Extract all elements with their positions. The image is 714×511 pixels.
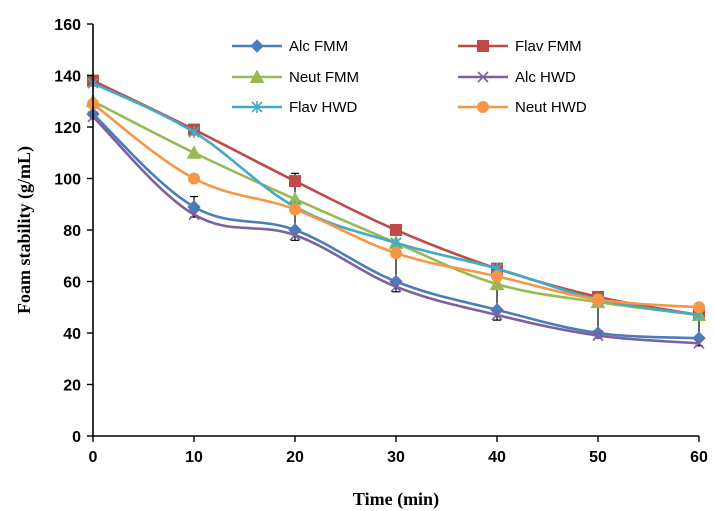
data-point-neut-fmm (489, 276, 505, 291)
x-tick-label: 30 (387, 449, 405, 466)
legend-label: Alc HWD (515, 69, 576, 86)
legend-marker-flav-fmm (477, 40, 489, 52)
legend-item-flav-hwd: Flav HWD (232, 99, 357, 116)
data-point-neut-fmm (186, 145, 202, 159)
data-point-flav-fmm (390, 224, 402, 236)
data-point-flav-fmm (289, 175, 301, 188)
data-point-flav-hwd (390, 236, 402, 249)
axis-ticks: 0 20 40 60 80 100 120 140 160 0 10 20 30 40 50 60 (54, 17, 708, 466)
legend: Alc FMM Flav FMM Neut FMM Alc HWD Flav HWD Ne… (232, 38, 587, 116)
legend-label: Neut HWD (515, 99, 587, 116)
y-tick-label: 20 (63, 378, 81, 395)
error-bars (190, 172, 703, 347)
legend-item-alc-hwd: Alc HWD (458, 69, 576, 86)
data-point-neut-hwd (188, 172, 200, 185)
legend-marker-neut-fmm (249, 69, 265, 83)
y-tick-label: 60 (63, 275, 81, 292)
data-point-alc-hwd (592, 330, 604, 342)
legend-item-neut-hwd: Neut HWD (458, 99, 587, 116)
series-alc-hwd (87, 111, 705, 349)
y-tick-label: 160 (54, 17, 81, 34)
legend-label: Alc FMM (289, 38, 348, 55)
y-tick-label: 100 (54, 172, 81, 189)
x-tick-label: 50 (589, 449, 607, 466)
data-point-alc-hwd (188, 208, 200, 221)
x-tick-label: 60 (690, 449, 708, 466)
legend-marker-flav-hwd (251, 101, 263, 113)
y-tick-label: 140 (54, 69, 81, 86)
x-tick-label: 0 (89, 449, 98, 466)
legend-label: Neut FMM (289, 69, 359, 86)
series-neut-hwd (87, 97, 705, 314)
x-tick-label: 20 (286, 449, 304, 466)
data-point-neut-hwd (592, 293, 604, 306)
legend-marker-alc-hwd (477, 71, 489, 83)
x-tick-label: 40 (488, 449, 506, 466)
legend-label: Flav FMM (515, 38, 582, 55)
data-point-alc-fmm (187, 200, 201, 214)
legend-item-neut-fmm: Neut FMM (232, 69, 359, 86)
y-tick-label: 120 (54, 120, 81, 137)
legend-label: Flav HWD (289, 99, 357, 116)
plot-series (85, 74, 707, 349)
x-axis-title: Time (min) (353, 489, 439, 510)
y-tick-label: 0 (72, 429, 81, 446)
data-point-neut-hwd (491, 270, 503, 283)
data-point-neut-hwd (289, 203, 301, 216)
data-point-alc-hwd (390, 281, 402, 293)
data-point-neut-hwd (693, 301, 705, 314)
y-tick-label: 40 (63, 326, 81, 343)
y-axis-title: Foam stability (g/mL) (14, 146, 35, 314)
y-tick-label: 80 (63, 223, 81, 240)
legend-marker-neut-hwd (477, 101, 489, 113)
legend-item-flav-fmm: Flav FMM (458, 38, 582, 55)
data-point-flav-hwd (188, 126, 200, 139)
legend-item-alc-fmm: Alc FMM (232, 38, 348, 55)
data-point-alc-hwd (289, 229, 301, 241)
x-tick-label: 10 (185, 449, 203, 466)
data-point-neut-hwd (390, 247, 402, 260)
data-point-alc-hwd (491, 309, 503, 321)
data-point-alc-hwd (693, 337, 705, 349)
legend-marker-alc-fmm (250, 39, 264, 53)
